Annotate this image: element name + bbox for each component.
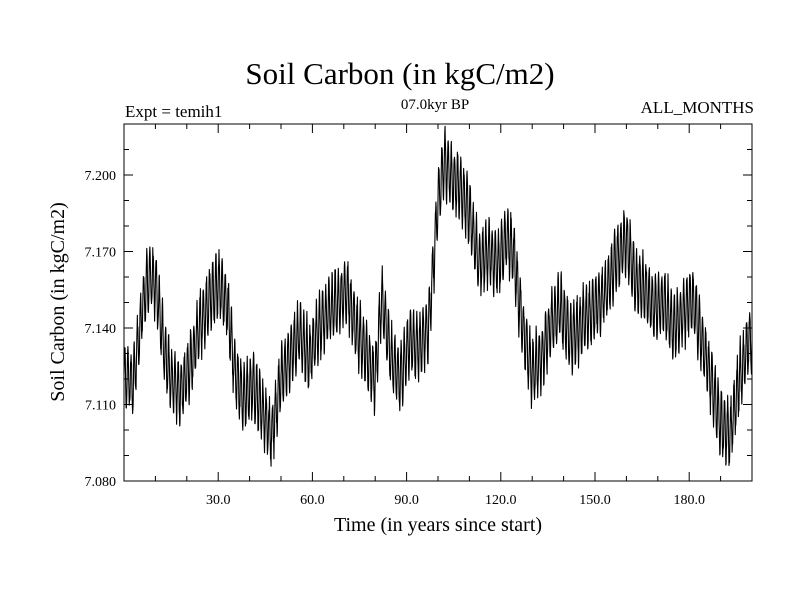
x-tick-label: 30.0	[206, 493, 231, 508]
axis-ticks	[124, 124, 752, 481]
x-tick-label: 120.0	[485, 493, 517, 508]
y-tick-label: 7.080	[85, 475, 117, 490]
y-tick-label: 7.140	[85, 322, 117, 337]
x-axis-label: Time (in years since start)	[334, 514, 542, 536]
chart-subtitle: 07.0kyr BP	[400, 97, 470, 113]
x-tick-label: 150.0	[579, 493, 611, 508]
axis-tick-labels: 30.0 60.0 90.0 120.0 150.0 180.0 7.080 7.110 7.1…	[85, 169, 705, 508]
soil-carbon-series-line	[123, 125, 753, 467]
y-tick-label: 7.200	[85, 169, 117, 184]
x-tick-label: 90.0	[394, 493, 419, 508]
x-tick-label: 180.0	[673, 493, 705, 508]
y-tick-label: 7.170	[85, 246, 117, 261]
months-label: ALL_MONTHS	[640, 98, 754, 117]
y-axis-label: Soil Carbon (in kgC/m2)	[47, 202, 69, 401]
x-tick-label: 60.0	[300, 493, 325, 508]
chart-title: Soil Carbon (in kgC/m2)	[245, 56, 555, 91]
experiment-label: Expt = temih1	[125, 102, 223, 121]
y-tick-label: 7.110	[85, 399, 116, 414]
